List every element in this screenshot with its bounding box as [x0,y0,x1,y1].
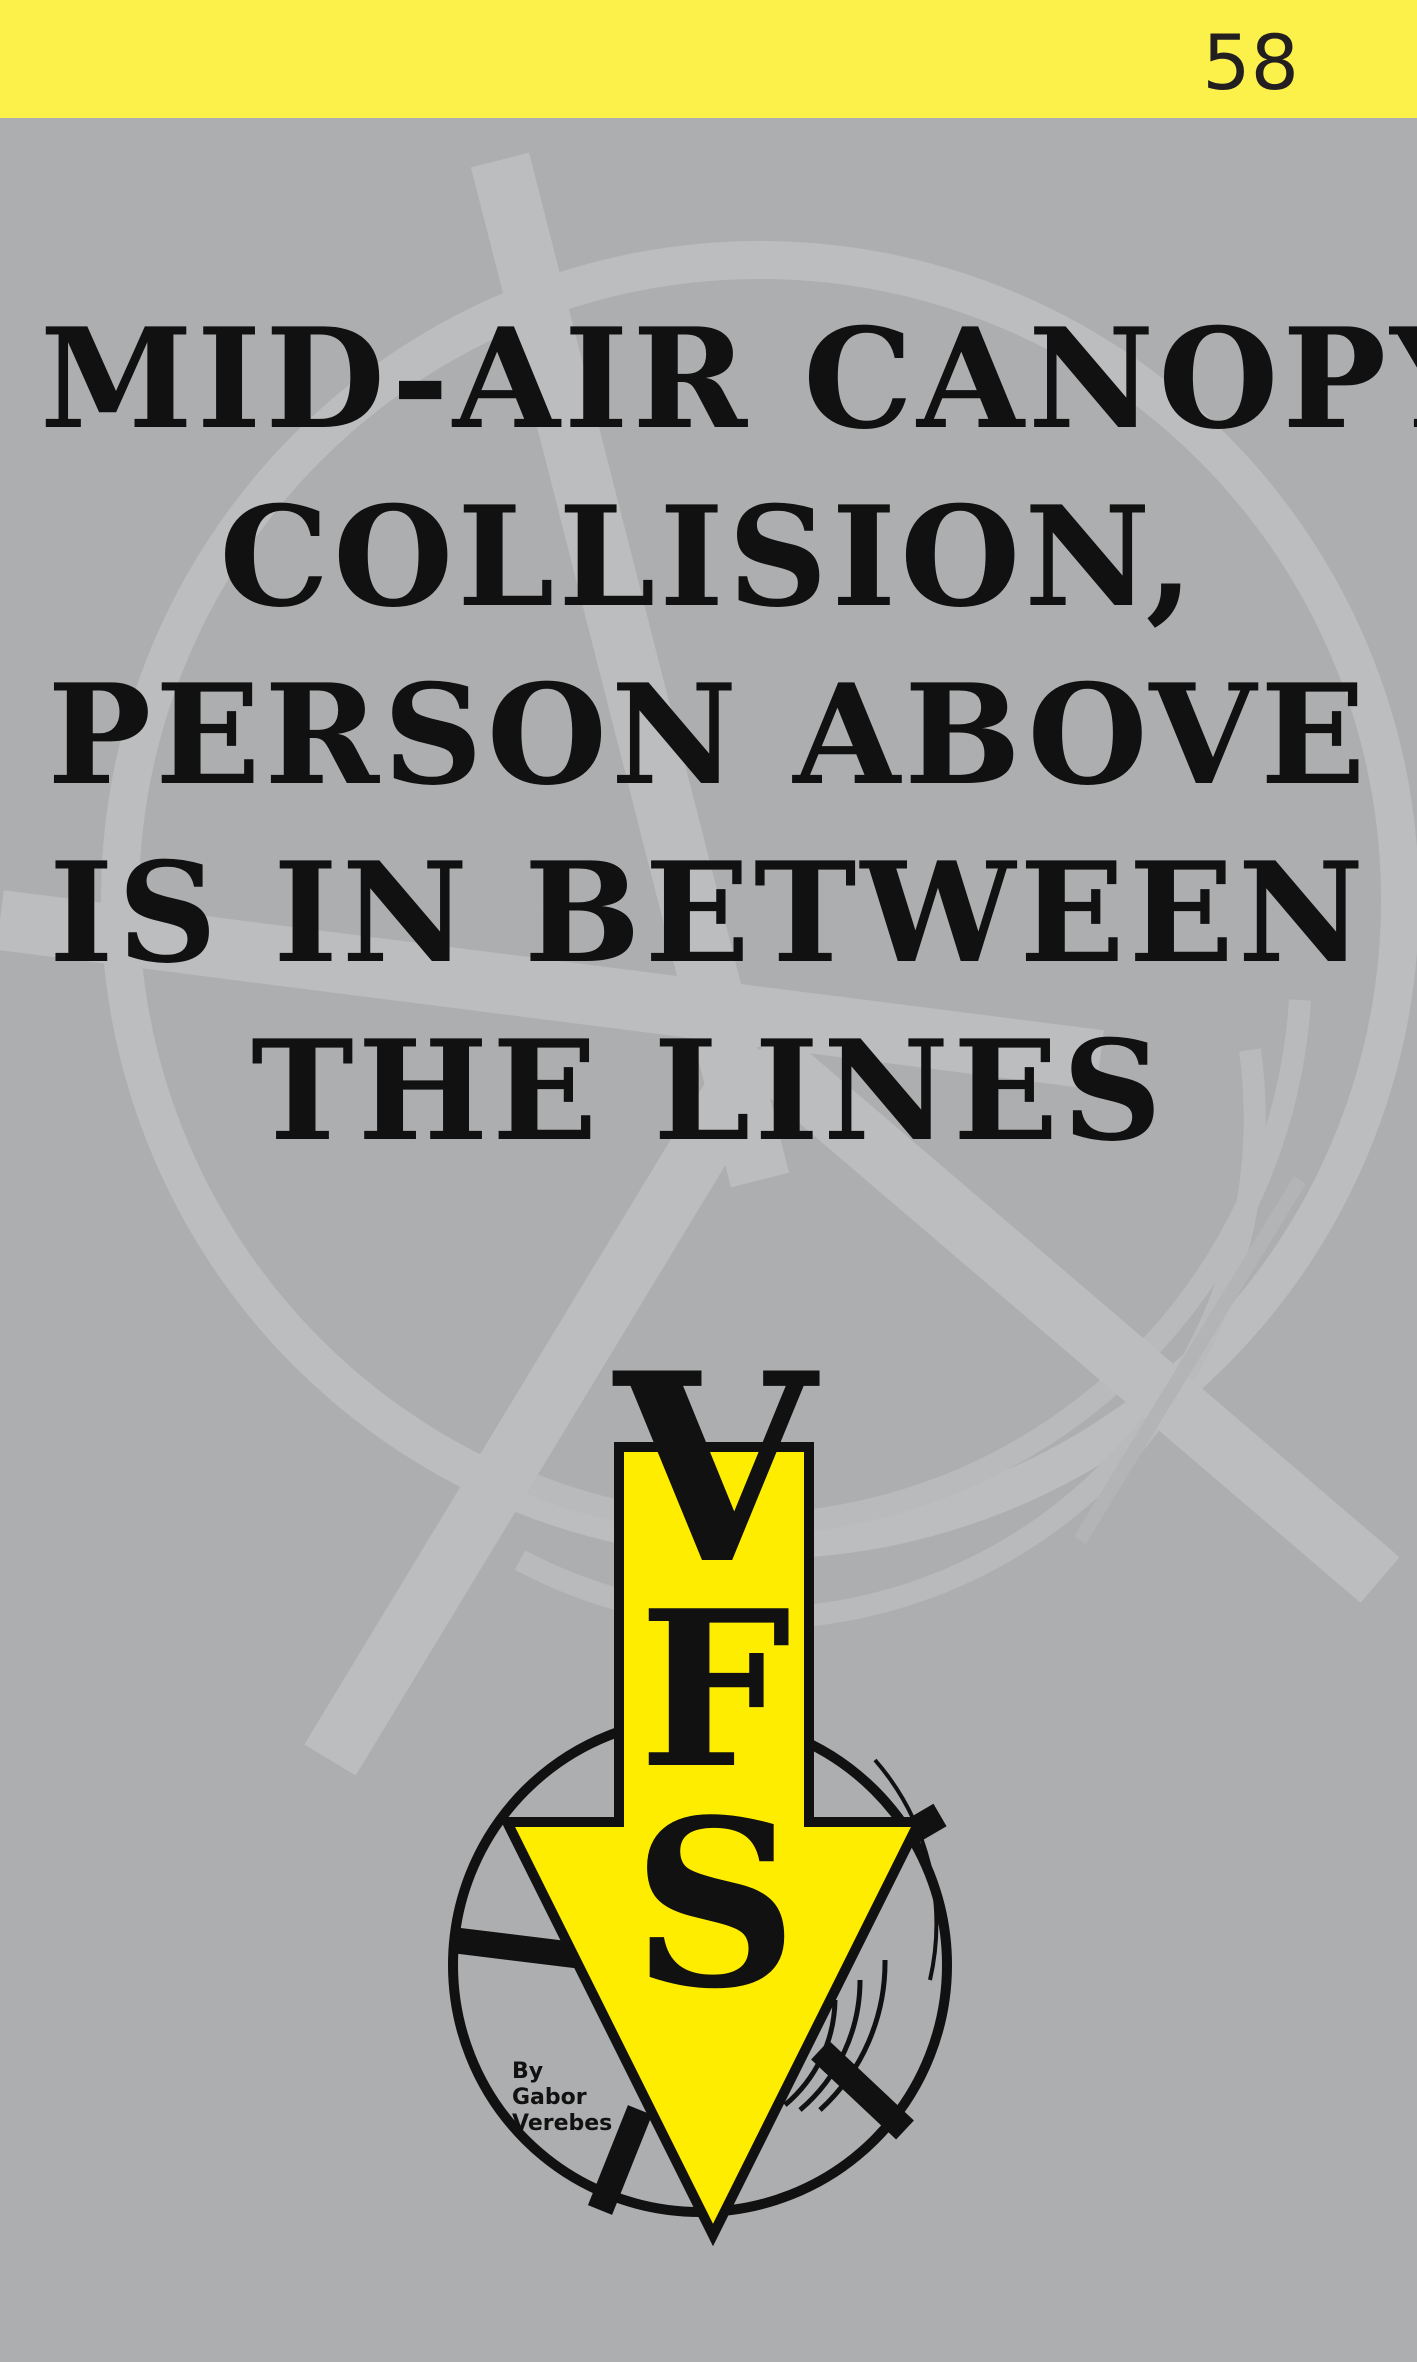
logo-byline-last-name: Verebes [512,2111,612,2136]
logo-letter-s: S [632,1770,798,2040]
logo-letter-f: F [639,1563,792,1816]
page-number: 58 [1202,18,1299,107]
logo-byline-by: By [512,2059,543,2084]
vfs-logo: V F S By Gabor Verebes [448,1320,952,2247]
headline-line: PERSON ABOVE [47,653,1370,816]
page-header-bar: 58 [0,0,1417,118]
headline-line: MID-AIR CANOPY [40,297,1417,460]
headline-line: IS IN BETWEEN [49,831,1368,994]
logo-byline-first-name: Gabor [512,2085,587,2110]
page-headline: MID-AIR CANOPY COLLISION, PERSON ABOVE I… [40,290,1417,1180]
logo-down-arrow [498,1442,928,2247]
headline-line: THE LINES [251,1009,1166,1172]
logo-letter-v: V [610,1320,821,1622]
headline-line: COLLISION, [219,475,1198,638]
